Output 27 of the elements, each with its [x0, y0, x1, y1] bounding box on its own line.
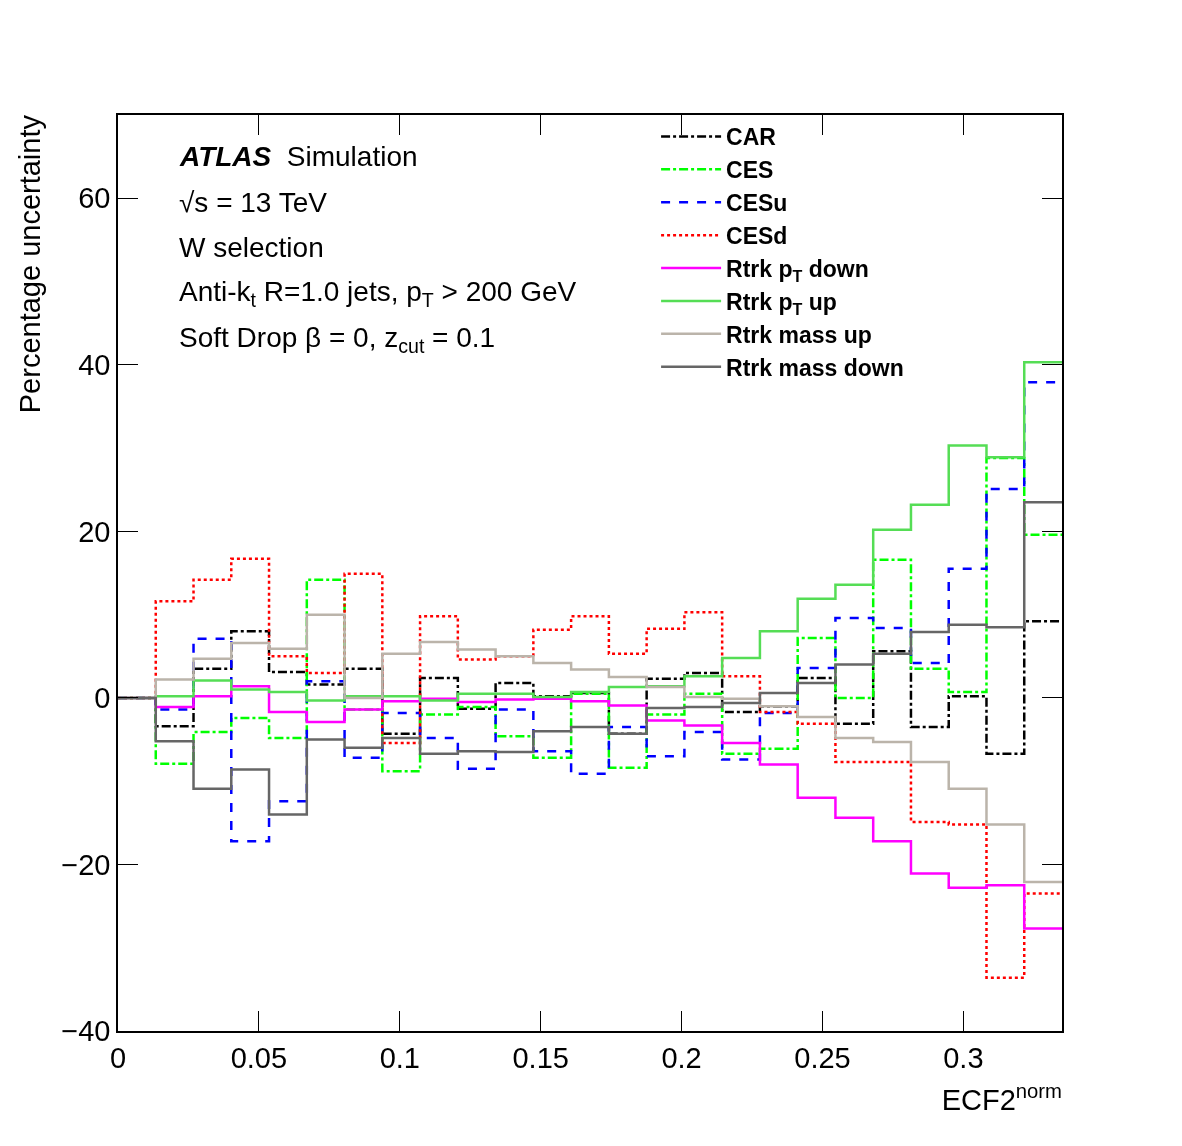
x-tick-label: 0.3 — [943, 1041, 984, 1074]
y-tick-label: 20 — [78, 515, 111, 548]
legend-label: CAR — [726, 124, 777, 151]
x-tick-label: 0.2 — [661, 1041, 702, 1074]
legend-label: CESd — [726, 223, 788, 250]
y-tick-label: −40 — [61, 1015, 111, 1048]
x-tick-label: 0.25 — [794, 1041, 851, 1074]
legend-label: Rtrk mass up — [726, 321, 872, 348]
y-tick-label: 0 — [94, 682, 111, 715]
annotation: √s = 13 TeV — [179, 187, 328, 218]
legend-label: CESu — [726, 190, 788, 217]
annotation: W selection — [179, 232, 324, 263]
y-axis-title: Percentage uncertainty — [14, 114, 46, 414]
annotation: Soft Drop β = 0, z$_{cut}$ = 0.1 — [179, 322, 496, 357]
legend-label: Rtrk mass down — [726, 354, 904, 381]
y-tick-label: −20 — [61, 848, 111, 881]
annotation: ATLAS Simulation — [179, 141, 418, 172]
x-tick-label: 0.05 — [230, 1041, 288, 1074]
legend-label: CES — [726, 157, 774, 184]
legend-label: Rtrk p$_{T}$ down — [726, 256, 869, 285]
y-tick-label: 40 — [78, 348, 111, 381]
legend-label: Rtrk p$_{T}$ up — [726, 288, 837, 318]
x-tick-label: 0.15 — [512, 1041, 569, 1074]
annotation: Anti-k$_{t}$ R=1.0 jets, p$_{T}$ > 200 GeV — [179, 276, 577, 311]
y-tick-label: 60 — [78, 182, 111, 215]
x-axis-title: ECF2$^{norm}$ — [941, 1079, 1062, 1116]
x-tick-label: 0.1 — [379, 1041, 420, 1074]
